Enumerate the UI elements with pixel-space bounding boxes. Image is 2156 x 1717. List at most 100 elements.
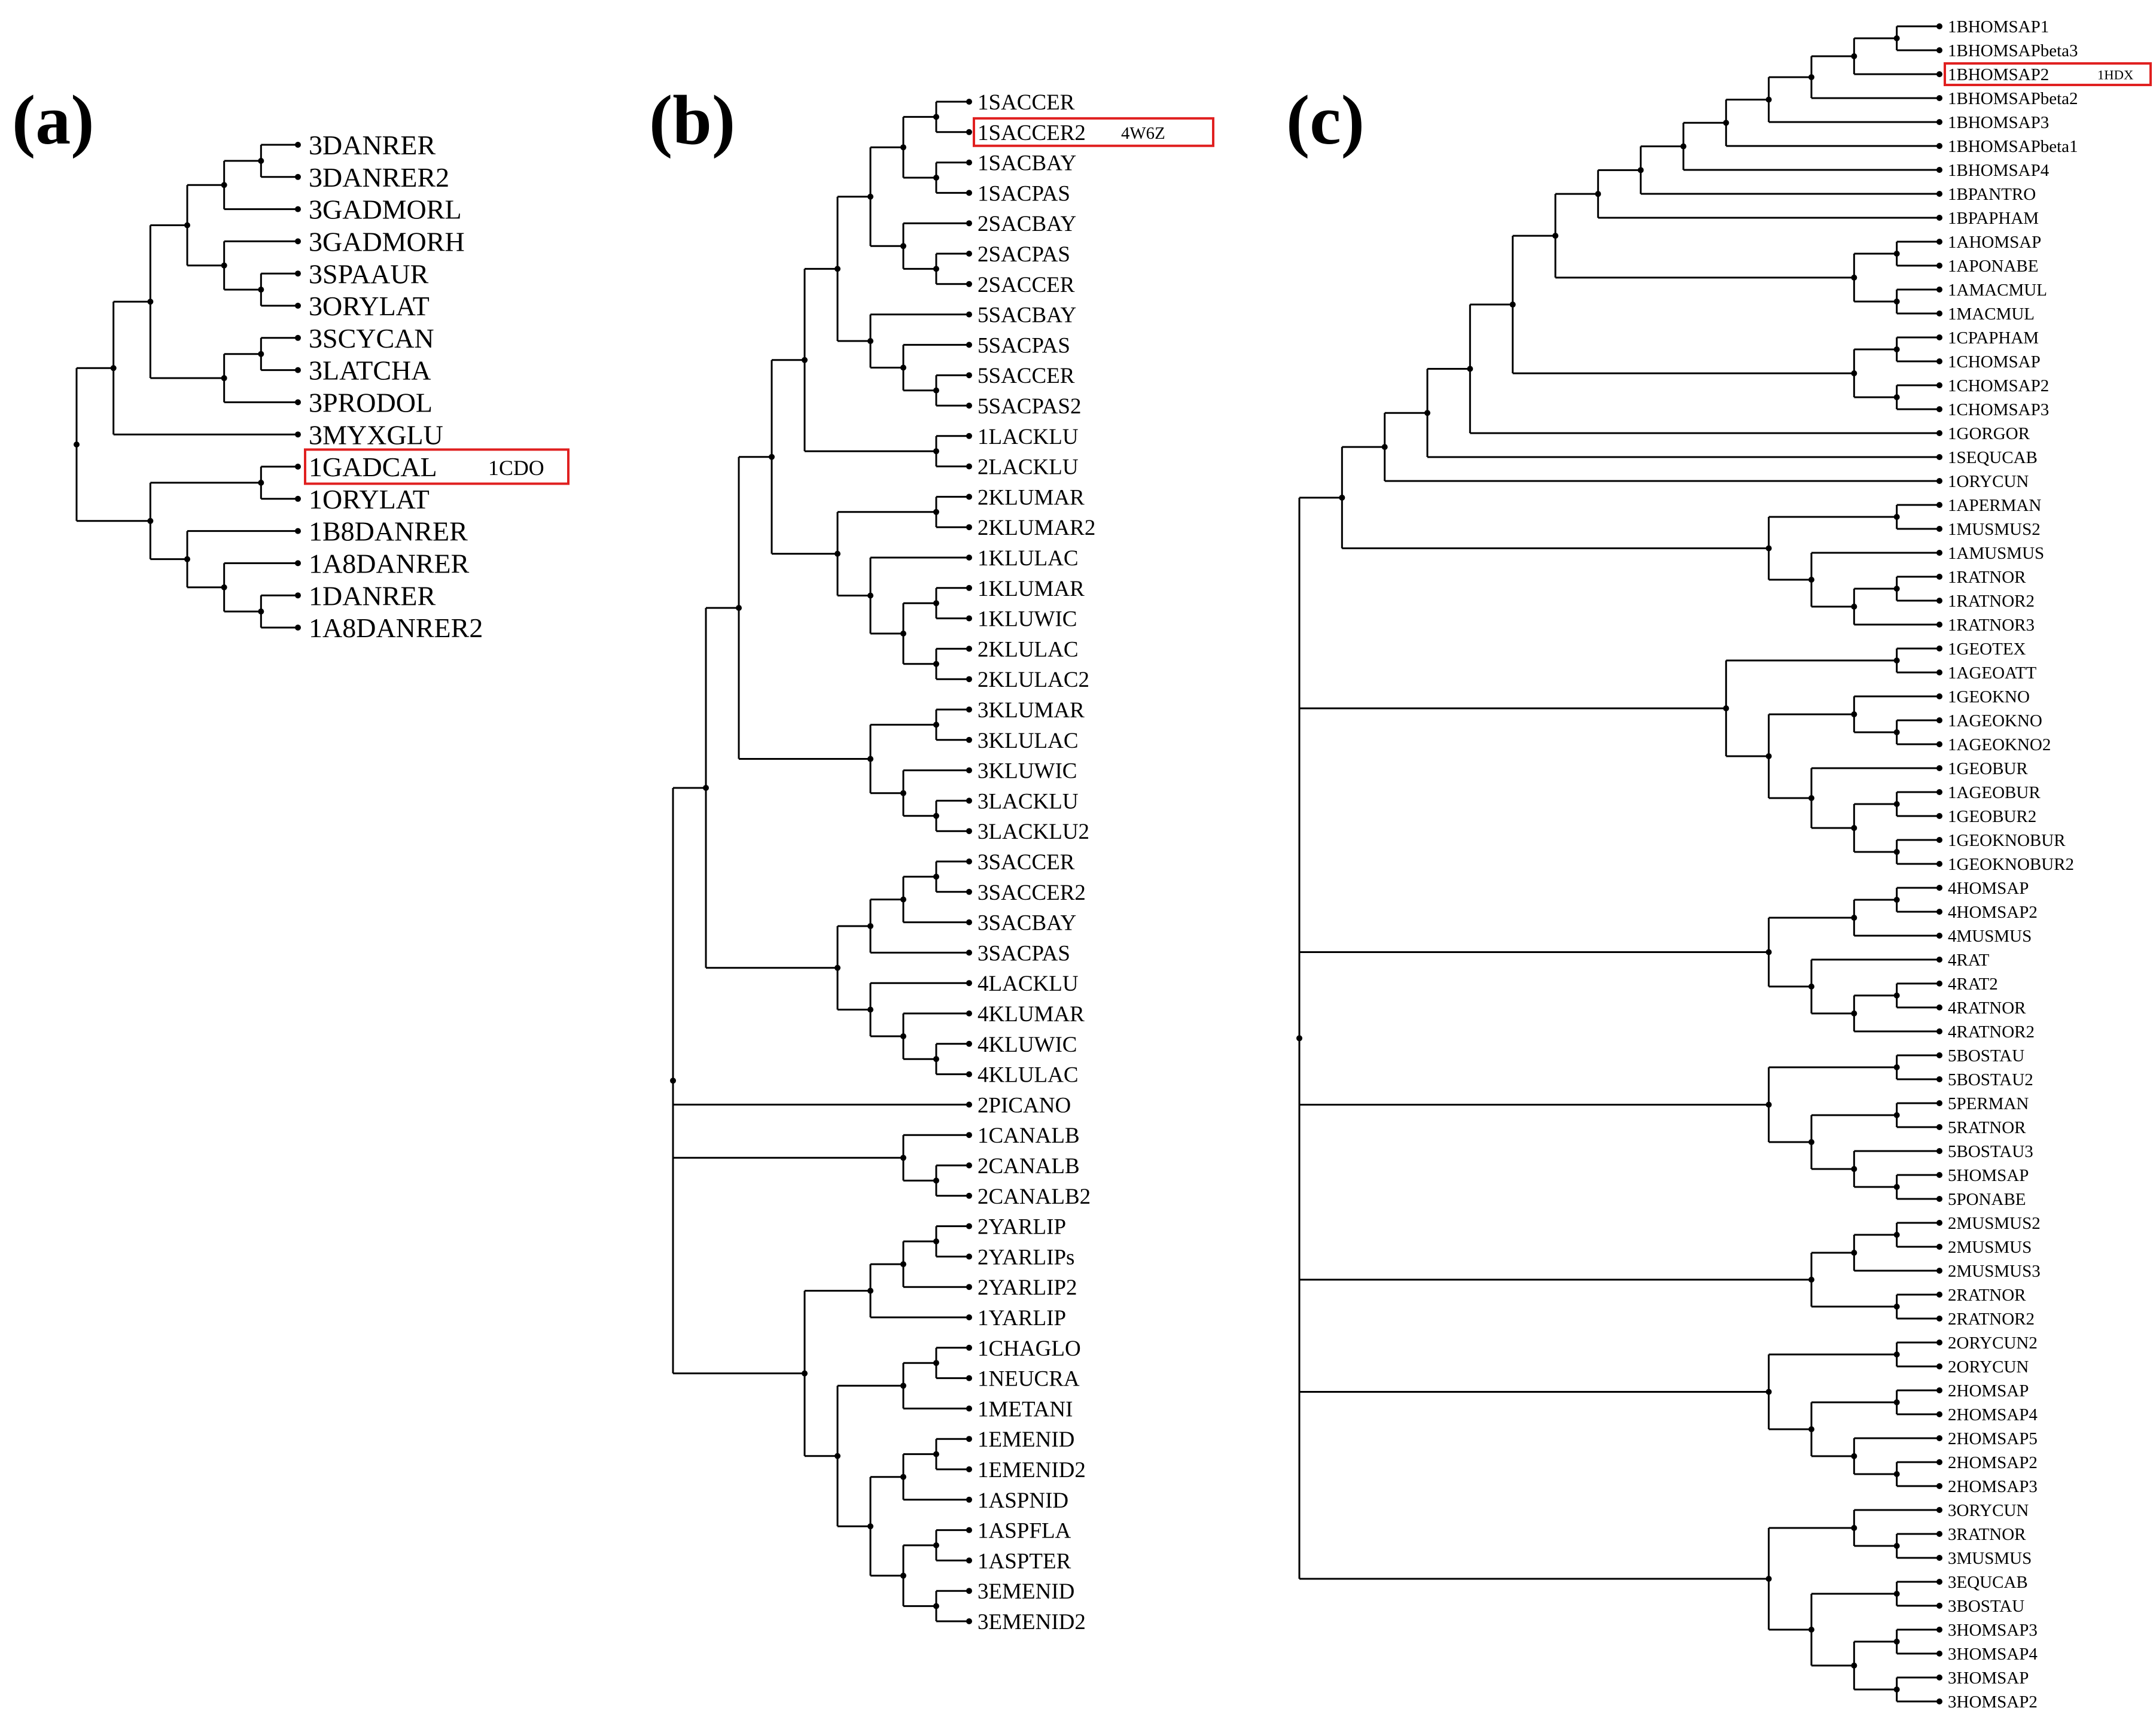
leaf-label: 1YARLIP (977, 1306, 1066, 1331)
leaf-label: 3LATCHA (309, 355, 431, 386)
leaf-label: 1ASPFLA (977, 1519, 1071, 1544)
internal-node (1851, 1010, 1857, 1016)
leaf-label: 1ORYCUN (1948, 472, 2029, 491)
leaf-label: 1ORYLAT (309, 484, 430, 515)
internal-node (1893, 586, 1900, 592)
internal-node (258, 608, 264, 615)
leaf-label: 2MUSMUS3 (1948, 1262, 2041, 1281)
leaf-node (966, 736, 972, 743)
leaf-node (1936, 382, 1942, 388)
internal-node (900, 1383, 906, 1389)
leaf-label: 5SACPAS2 (977, 394, 1081, 419)
internal-node (1893, 1543, 1900, 1549)
leaf-node (295, 560, 301, 567)
leaf-node (295, 173, 301, 180)
leaf-label: 3EQUCAB (1948, 1573, 2028, 1592)
leaf-label: 2ORYCUN (1948, 1357, 2029, 1377)
leaf-node (1936, 119, 1942, 125)
leaf-node (966, 646, 972, 652)
leaf-label: 1RATNOR (1948, 568, 2026, 587)
internal-node (1765, 949, 1772, 955)
internal-node (933, 387, 939, 394)
leaf-label: 4MUSMUS (1948, 927, 2032, 946)
leaf-node (1936, 1459, 1942, 1465)
leaf-label: 1GEOBUR2 (1948, 807, 2036, 826)
leaf-label: 1RATNOR2 (1948, 592, 2035, 611)
leaf-label: 3LACKLU (977, 789, 1079, 814)
internal-node (933, 266, 939, 272)
leaf-node (1936, 1507, 1942, 1513)
leaf-label: 3HOMSAP (1948, 1669, 2029, 1688)
internal-node (1723, 120, 1729, 126)
internal-node (1296, 1035, 1302, 1042)
leaf-node (1936, 1387, 1942, 1393)
internal-node (258, 157, 264, 164)
leaf-label: 2KLULAC (977, 637, 1079, 662)
leaf-node (966, 1010, 972, 1016)
internal-node (1851, 1663, 1857, 1669)
internal-node (1808, 577, 1814, 583)
internal-node (1851, 825, 1857, 831)
leaf-label: 3DANRER2 (309, 162, 449, 193)
leaf-node (1936, 622, 1942, 628)
leaf-node (966, 342, 972, 348)
leaf-label: 2HOMSAP (1948, 1381, 2029, 1401)
leaf-label: 1CHOMSAP (1948, 352, 2041, 372)
leaf-node (966, 1253, 972, 1260)
internal-node (933, 660, 939, 667)
leaf-node (966, 1132, 972, 1138)
internal-node (184, 556, 190, 562)
internal-node (1851, 604, 1857, 610)
internal-node (1765, 1101, 1772, 1108)
leaf-label: 1DANRER (309, 580, 436, 611)
internal-node (1851, 1250, 1857, 1256)
internal-node (1765, 545, 1772, 552)
internal-node (867, 338, 873, 345)
leaf-node (966, 159, 972, 166)
leaf-node (1936, 430, 1942, 436)
leaf-node (966, 858, 972, 864)
leaf-label: 3HOMSAP2 (1948, 1692, 2038, 1712)
leaf-label: 2RATNOR (1948, 1286, 2026, 1305)
leaf-node (1936, 981, 1942, 987)
leaf-node (295, 464, 301, 470)
internal-node (1808, 1139, 1814, 1145)
leaf-node (966, 1618, 972, 1624)
leaf-node (966, 433, 972, 439)
internal-node (1808, 795, 1814, 801)
panel-c-label: (c) (1286, 81, 1365, 159)
leaf-node (1936, 1076, 1942, 1082)
panel-c-tree: 1BHOMSAP1 1BHOMSAPbeta3 1BHOMSAP2 1HDX 1BHOM… (1296, 17, 2152, 1712)
leaf-node (1936, 310, 1942, 316)
leaf-label: 5SACBAY (977, 303, 1076, 328)
leaf-node (1936, 406, 1942, 412)
internal-node (221, 262, 227, 269)
leaf-label: 1APERMAN (1948, 496, 2041, 515)
leaf-label: 1GADCAL (309, 452, 437, 482)
panel-b-label: (b) (649, 81, 735, 159)
internal-node (802, 357, 808, 363)
internal-node (1808, 1426, 1814, 1432)
internal-node (835, 266, 841, 272)
internal-node (1893, 35, 1900, 41)
leaf-node (1936, 1196, 1942, 1202)
leaf-node (1936, 741, 1942, 747)
leaf-label: 1RATNOR3 (1948, 616, 2035, 635)
leaf-node (295, 303, 301, 309)
leaf-node (295, 142, 301, 148)
leaf-label: 2KLUMAR2 (977, 516, 1095, 540)
leaf-label: 2SACPAS (977, 242, 1070, 267)
leaf-label: 1GORGOR (1948, 424, 2030, 443)
leaf-node (1936, 933, 1942, 939)
internal-node (736, 605, 742, 611)
internal-node (769, 453, 775, 460)
panel-b-tree: 1SACCER 1SACCER2 4W6Z 1SACBAY 1SACPAS 2SACBAY… (670, 90, 1214, 1634)
internal-node (1893, 251, 1900, 257)
internal-node (1808, 74, 1814, 80)
leaf-node (1936, 23, 1942, 29)
leaf-label: 1CPAPHAM (1948, 328, 2039, 348)
leaf-node (1936, 1172, 1942, 1178)
leaf-node (1936, 358, 1942, 364)
leaf-node (295, 334, 301, 341)
internal-node (1893, 1686, 1900, 1692)
